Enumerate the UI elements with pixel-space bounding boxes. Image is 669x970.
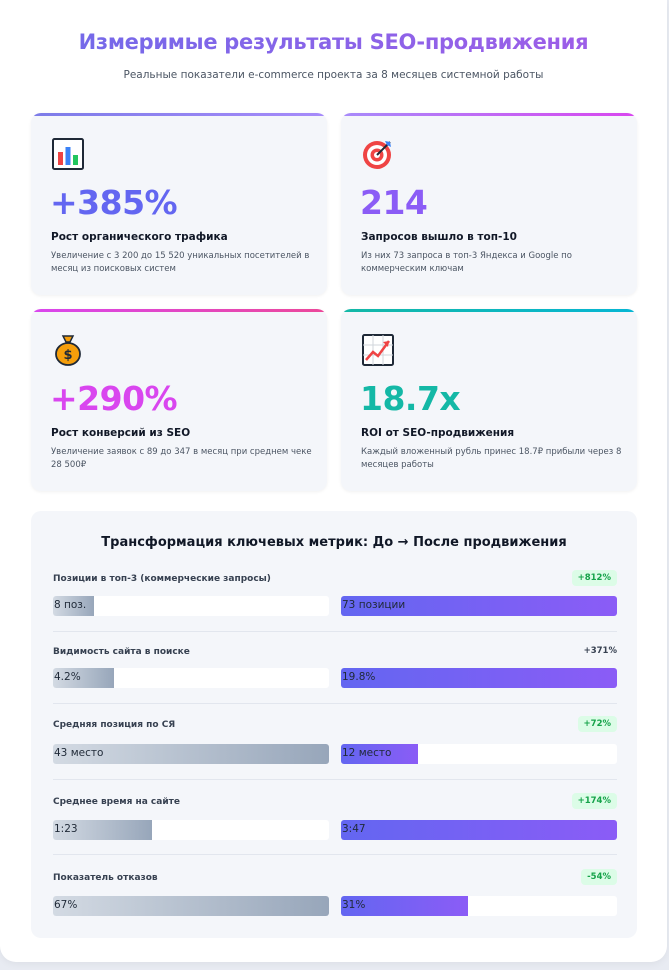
- metric-row: Среднее время на сайте +174% 1:23 3:47: [53, 793, 617, 855]
- after-bar-fill: [341, 668, 617, 688]
- metric-row: Средняя позиция по СЯ +72% 43 место 12 м…: [53, 716, 617, 778]
- after-bar-fill: [341, 820, 617, 840]
- target-icon: [363, 141, 391, 169]
- metric-change: +371%: [583, 646, 617, 656]
- before-value: 4.2%: [54, 671, 81, 683]
- stat-description: Каждый вложенный рубль принес 18.7₽ приб…: [361, 447, 622, 470]
- card-accent-line: [31, 309, 327, 312]
- after-value: 31%: [342, 899, 366, 911]
- after-value: 12 место: [342, 747, 392, 759]
- before-bar-fill: [53, 896, 329, 916]
- metric-change-badge: +812%: [571, 570, 617, 586]
- before-value: 8 поз.: [54, 599, 87, 611]
- metric-row: Видимость сайта в поиске +371% 4.2% 19.8…: [53, 646, 617, 705]
- before-value: 1:23: [54, 823, 78, 835]
- comparison-title: Трансформация ключевых метрик: До → Посл…: [101, 535, 567, 550]
- stat-card-queries: 214 Запросов вышло в топ-10 Из них 73 за…: [341, 113, 637, 295]
- divider: [53, 854, 617, 855]
- before-value: 43 место: [54, 747, 104, 759]
- stat-label: Рост органического трафика: [51, 231, 228, 243]
- after-value: 19.8%: [342, 671, 376, 683]
- metric-name: Средняя позиция по СЯ: [53, 720, 176, 730]
- stat-card-conversions: $ +290% Рост конверсий из SEO Увеличение…: [31, 309, 327, 491]
- metric-name: Видимость сайта в поиске: [53, 647, 190, 657]
- after-bar-fill: [341, 744, 419, 764]
- card-accent-line: [341, 309, 637, 312]
- metric-name: Среднее время на сайте: [53, 797, 180, 807]
- divider: [53, 703, 617, 704]
- metric-change-badge: -54%: [581, 869, 617, 885]
- stat-value: +290%: [50, 379, 178, 418]
- after-bar: 73 позиции: [341, 596, 617, 616]
- stat-label: ROI от SEO-продвижения: [361, 427, 515, 439]
- divider: [53, 631, 617, 632]
- metric-name: Позиции в топ-3 (коммерческие запросы): [53, 574, 271, 584]
- after-bar: 31%: [341, 896, 617, 916]
- before-bar: 4.2%: [53, 668, 329, 688]
- stat-description: Увеличение с 3 200 до 15 520 уникальных …: [51, 251, 310, 274]
- before-bar: 8 поз.: [53, 596, 329, 616]
- after-value: 73 позиции: [342, 599, 406, 611]
- stat-label: Запросов вышло в топ-10: [361, 231, 517, 243]
- stat-label: Рост конверсий из SEO: [51, 427, 191, 439]
- divider: [53, 779, 617, 780]
- stat-card-traffic: +385% Рост органического трафика Увеличе…: [31, 113, 327, 295]
- before-value: 67%: [54, 899, 78, 911]
- stat-description: Из них 73 запроса в топ-3 Яндекса и Goog…: [361, 251, 572, 274]
- page-title: Измеримые результаты SEO-продвижения: [0, 30, 667, 54]
- metrics-comparison-panel: Трансформация ключевых метрик: До → Посл…: [31, 511, 637, 938]
- after-bar-fill: [341, 896, 468, 916]
- after-bar: 3:47: [341, 820, 617, 840]
- svg-text:$: $: [63, 348, 72, 363]
- before-bar-fill: [53, 820, 153, 840]
- before-bar: 43 место: [53, 744, 329, 764]
- bar-chart-icon: [52, 138, 84, 170]
- before-bar: 67%: [53, 896, 329, 916]
- before-bar-fill: [53, 668, 114, 688]
- metric-row: Позиции в топ-3 (коммерческие запросы) +…: [53, 570, 617, 632]
- stat-description: Увеличение заявок с 89 до 347 в месяц пр…: [51, 447, 312, 470]
- card-accent-line: [341, 113, 637, 116]
- before-bar-fill: [53, 744, 329, 764]
- after-bar: 12 место: [341, 744, 617, 764]
- card-accent-line: [31, 113, 327, 116]
- stat-value: +385%: [50, 183, 178, 222]
- stat-value: 214: [360, 183, 428, 222]
- trend-chart-icon: [362, 334, 394, 366]
- after-value: 3:47: [342, 823, 366, 835]
- money-bag-icon: $: [55, 335, 81, 366]
- after-bar: 19.8%: [341, 668, 617, 688]
- stat-card-roi: 18.7x ROI от SEO-продвижения Каждый влож…: [341, 309, 637, 491]
- before-bar: 1:23: [53, 820, 329, 840]
- metric-change-badge: +72%: [577, 716, 617, 732]
- after-bar-fill: [341, 596, 617, 616]
- page-subtitle: Реальные показатели e-commerce проекта з…: [123, 69, 544, 81]
- metric-row: Показатель отказов -54% 67% 31%: [53, 869, 617, 931]
- before-bar-fill: [53, 596, 95, 616]
- metric-name: Показатель отказов: [53, 873, 158, 883]
- metric-change-badge: +174%: [571, 793, 617, 809]
- stat-value: 18.7x: [360, 379, 461, 418]
